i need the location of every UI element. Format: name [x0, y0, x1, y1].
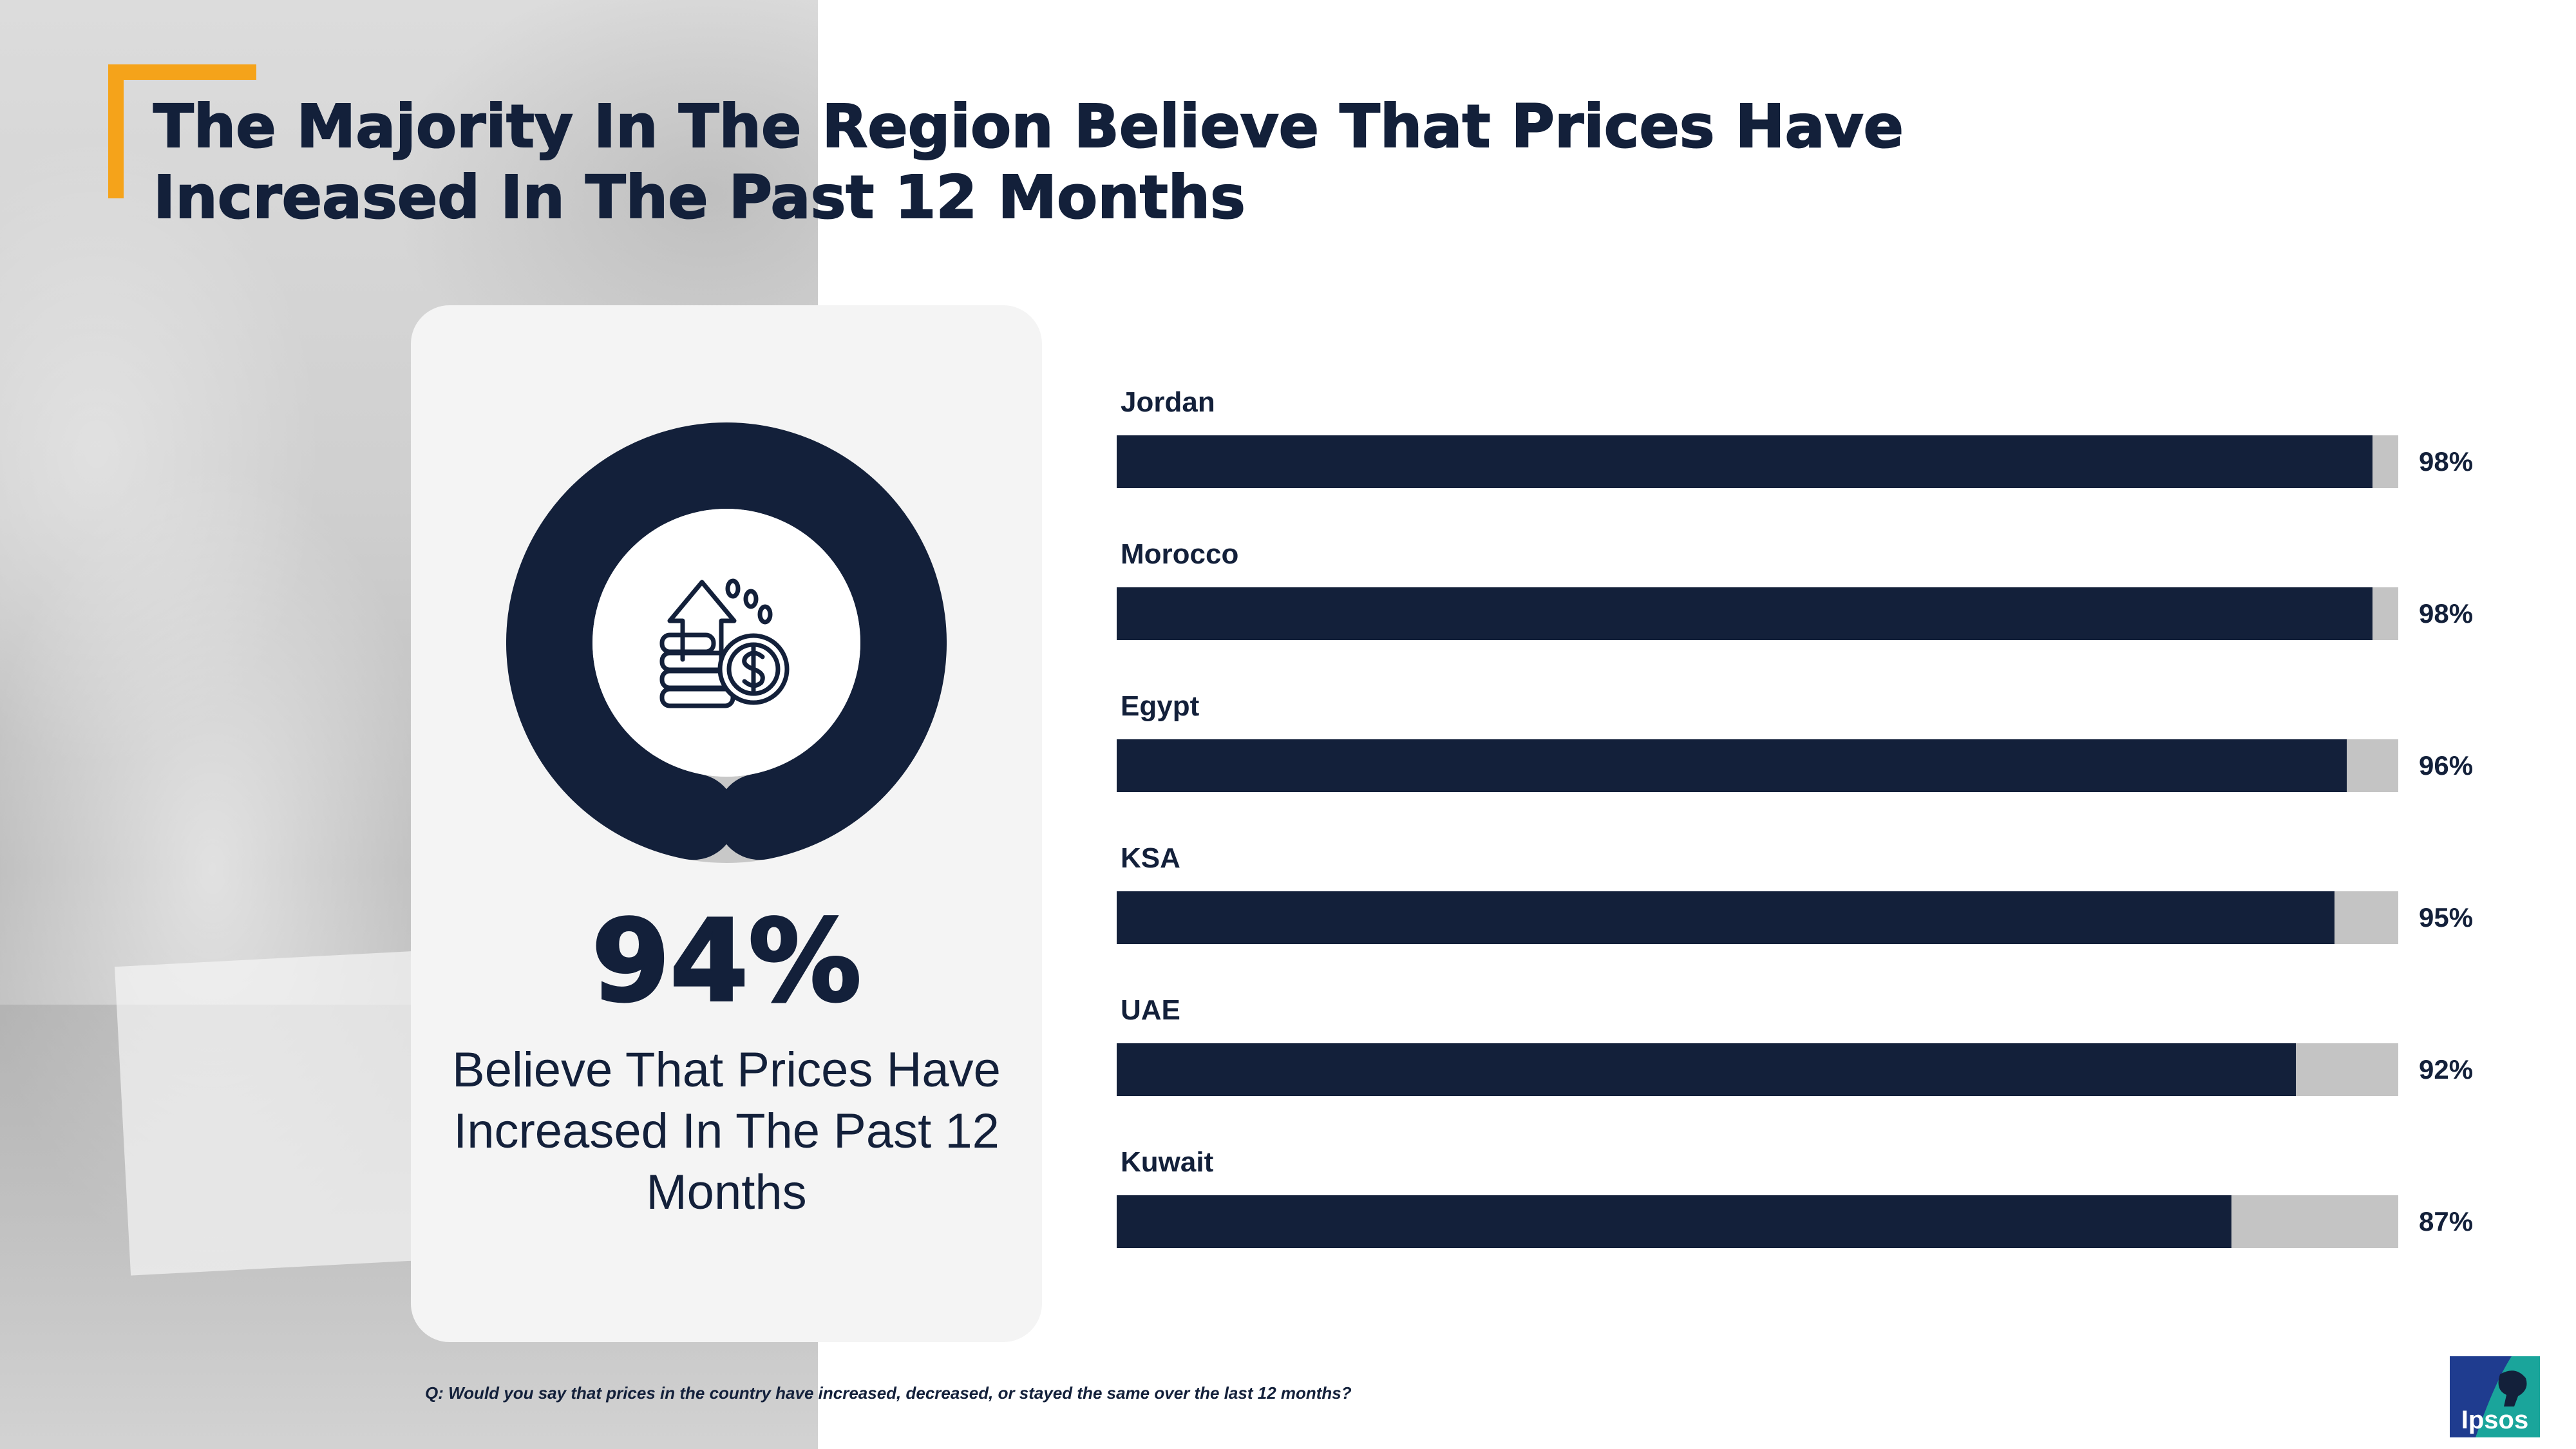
- bar-row: Egypt 96%: [1114, 690, 2531, 793]
- bar-category-label: UAE: [1121, 994, 1180, 1026]
- bar-category-label: Morocco: [1121, 538, 1239, 570]
- bar-category-label: Egypt: [1121, 690, 1200, 722]
- title-accent-bar: [108, 64, 256, 80]
- bar: [1117, 587, 2373, 640]
- bar-track: [1117, 435, 2398, 488]
- bar-row: Kuwait 87%: [1114, 1146, 2531, 1249]
- bar-category-label: KSA: [1121, 842, 1180, 874]
- bar-row: Morocco 98%: [1114, 538, 2531, 641]
- bar-value-label: 95%: [2419, 902, 2474, 933]
- ipsos-logo: Ipsos: [2450, 1356, 2540, 1437]
- bar-row: Jordan 98%: [1114, 386, 2531, 489]
- kpi-card: 94% Believe That Prices Have Increased I…: [411, 305, 1042, 1342]
- page-title: The Majority In The Region Believe That …: [153, 91, 1904, 232]
- bar-track: [1117, 1043, 2398, 1096]
- title-accent-side: [108, 64, 124, 198]
- bar-track: [1117, 1195, 2398, 1248]
- bar-track: [1117, 891, 2398, 944]
- donut-center: [592, 509, 860, 777]
- bar-category-label: Jordan: [1121, 386, 1215, 418]
- bar-category-label: Kuwait: [1121, 1146, 1214, 1178]
- kpi-value: 94%: [591, 896, 863, 1028]
- bar-row: KSA 95%: [1114, 842, 2531, 945]
- bar-value-label: 98%: [2419, 446, 2474, 477]
- country-bar-chart: Jordan 98% Morocco 98% Egypt 96% KSA 95% UAE 92% K…: [1114, 386, 2531, 1262]
- bar: [1117, 1195, 2232, 1248]
- kpi-caption: Believe That Prices Have Increased In Th…: [452, 1043, 1001, 1220]
- bar-value-label: 98%: [2419, 598, 2474, 629]
- bar-row: UAE 92%: [1114, 994, 2531, 1097]
- price-increase-icon: [659, 578, 790, 708]
- survey-question-footnote: Q: Would you say that prices in the coun…: [425, 1383, 1352, 1403]
- bar: [1117, 1043, 2296, 1096]
- bar-track: [1117, 739, 2398, 792]
- bar-value-label: 92%: [2419, 1054, 2474, 1084]
- bar: [1117, 739, 2347, 792]
- bar-value-label: 96%: [2419, 750, 2474, 781]
- kpi-donut: [506, 422, 947, 863]
- donut-value-arc: [506, 422, 947, 860]
- bar: [1117, 435, 2373, 488]
- bar-track: [1117, 587, 2398, 640]
- bar-value-label: 87%: [2419, 1206, 2474, 1236]
- svg-text:Ipsos: Ipsos: [2461, 1406, 2528, 1434]
- bar: [1117, 891, 2334, 944]
